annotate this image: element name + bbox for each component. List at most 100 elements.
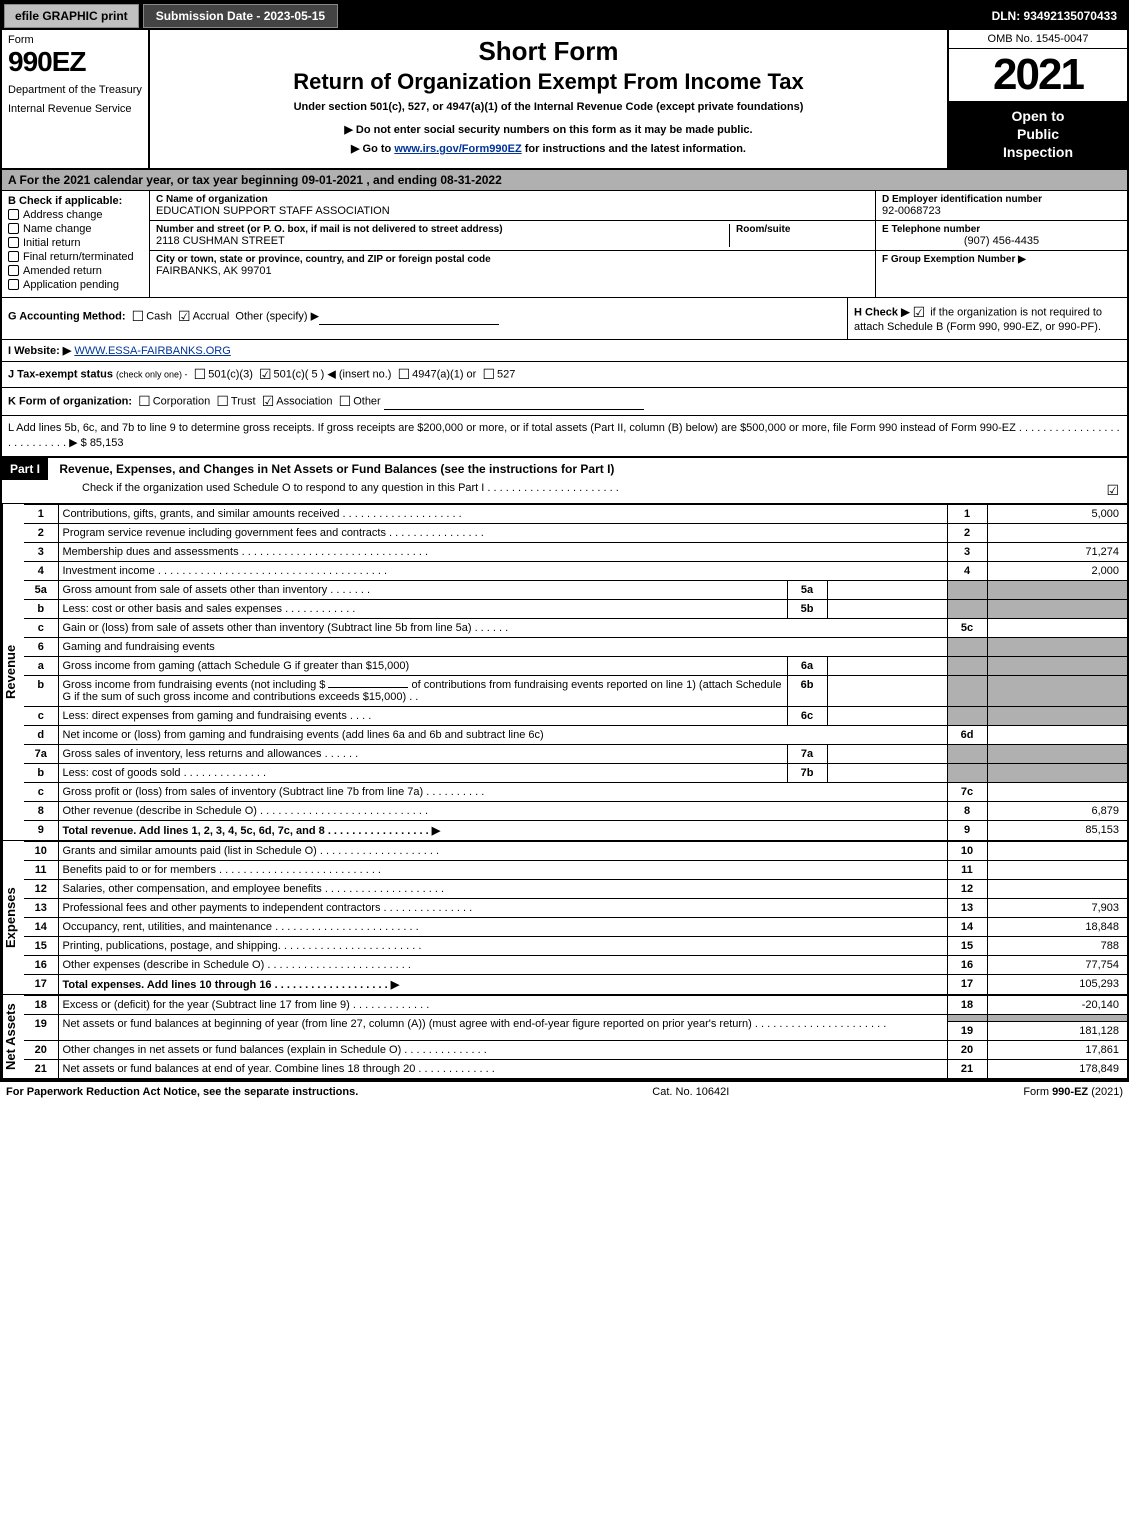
- line-right-num: 14: [947, 918, 987, 937]
- line-desc: Printing, publications, postage, and shi…: [58, 937, 947, 956]
- chk-h[interactable]: [913, 304, 928, 320]
- line-num: 21: [24, 1060, 58, 1079]
- table-row: 14Occupancy, rent, utilities, and mainte…: [24, 918, 1127, 937]
- table-row: bLess: cost of goods sold . . . . . . . …: [24, 764, 1127, 783]
- line-num: 4: [24, 562, 58, 581]
- efile-print-button[interactable]: efile GRAPHIC print: [4, 4, 139, 28]
- line-value: 5,000: [987, 505, 1127, 524]
- line-value: -20,140: [987, 996, 1127, 1015]
- chk-name-change[interactable]: Name change: [8, 223, 143, 235]
- line-desc: Gross sales of inventory, less returns a…: [58, 745, 787, 764]
- do-not-ssn: ▶ Do not enter social security numbers o…: [162, 123, 935, 136]
- chk-other-org[interactable]: [339, 393, 354, 409]
- irs-link[interactable]: www.irs.gov/Form990EZ: [394, 143, 521, 155]
- line-desc: Program service revenue including govern…: [58, 524, 947, 543]
- line-desc: Other revenue (describe in Schedule O) .…: [58, 802, 947, 821]
- table-row: 10Grants and similar amounts paid (list …: [24, 842, 1127, 861]
- line-value: [987, 880, 1127, 899]
- chk-corporation[interactable]: [138, 393, 153, 409]
- i-label: I Website: ▶: [8, 345, 71, 357]
- line-desc: Total revenue. Add lines 1, 2, 3, 4, 5c,…: [58, 821, 947, 841]
- line-value: 788: [987, 937, 1127, 956]
- goto-line: ▶ Go to www.irs.gov/Form990EZ for instru…: [162, 142, 935, 155]
- k-o1: Corporation: [153, 395, 210, 407]
- submission-date-label: Submission Date - 2023-05-15: [143, 4, 338, 28]
- chk-final-return[interactable]: Final return/terminated: [8, 251, 143, 263]
- chk-527[interactable]: [482, 366, 497, 382]
- table-row: 7aGross sales of inventory, less returns…: [24, 745, 1127, 764]
- line-a-calendar-year: A For the 2021 calendar year, or tax yea…: [2, 170, 1127, 191]
- table-row: 18Excess or (deficit) for the year (Subt…: [24, 996, 1127, 1015]
- table-row: 12Salaries, other compensation, and empl…: [24, 880, 1127, 899]
- cash-label: Cash: [146, 310, 172, 322]
- website-link[interactable]: WWW.ESSA-FAIRBANKS.ORG: [74, 345, 230, 357]
- line-desc: Gross income from fundraising events (no…: [58, 676, 787, 707]
- line-num: 10: [24, 842, 58, 861]
- chk-cash[interactable]: [132, 308, 147, 324]
- line-desc: Other expenses (describe in Schedule O) …: [58, 956, 947, 975]
- chk-501c3[interactable]: [194, 366, 209, 382]
- city-row: City or town, state or province, country…: [150, 251, 875, 280]
- line-num: a: [24, 657, 58, 676]
- table-row: cGain or (loss) from sale of assets othe…: [24, 619, 1127, 638]
- part1-sub: Check if the organization used Schedule …: [2, 480, 1127, 503]
- line-desc: Investment income . . . . . . . . . . . …: [58, 562, 947, 581]
- chk-amended-return[interactable]: Amended return: [8, 265, 143, 277]
- open-to-public: Open to Public Inspection: [949, 101, 1127, 168]
- header-left: Form 990EZ Department of the Treasury In…: [2, 30, 150, 168]
- chk-501c[interactable]: [259, 366, 274, 382]
- line-right-num: 19: [947, 1022, 987, 1041]
- chk-schedule-o[interactable]: [1106, 482, 1121, 499]
- grey-cell: [987, 638, 1127, 657]
- line-num: 3: [24, 543, 58, 562]
- name-label: C Name of organization: [156, 194, 869, 205]
- sub-val: [827, 764, 947, 783]
- grey-cell: [987, 745, 1127, 764]
- city-value: FAIRBANKS, AK 99701: [156, 265, 869, 277]
- line-num: 19: [24, 1015, 58, 1041]
- section-g: G Accounting Method: Cash Accrual Other …: [2, 298, 847, 339]
- chk-initial-return[interactable]: Initial return: [8, 237, 143, 249]
- desc-part1: Gross income from fundraising events (no…: [63, 679, 326, 691]
- line-desc: Grants and similar amounts paid (list in…: [58, 842, 947, 861]
- chk-association[interactable]: [262, 393, 277, 409]
- g-h-row: G Accounting Method: Cash Accrual Other …: [2, 298, 1127, 340]
- line-right-num: 4: [947, 562, 987, 581]
- line-desc: Membership dues and assessments . . . . …: [58, 543, 947, 562]
- line-right-num: 20: [947, 1041, 987, 1060]
- part1-label: Part I: [2, 458, 48, 480]
- chk-label: Initial return: [23, 237, 80, 249]
- line-num: 6: [24, 638, 58, 657]
- line-num: b: [24, 764, 58, 783]
- line-right-num: 12: [947, 880, 987, 899]
- grey-cell: [947, 1015, 987, 1022]
- table-row: 2Program service revenue including gover…: [24, 524, 1127, 543]
- table-row: 17Total expenses. Add lines 10 through 1…: [24, 975, 1127, 995]
- table-row: 16Other expenses (describe in Schedule O…: [24, 956, 1127, 975]
- table-row: aGross income from gaming (attach Schedu…: [24, 657, 1127, 676]
- grey-cell: [947, 707, 987, 726]
- checkbox-icon: [8, 209, 19, 220]
- chk-application-pending[interactable]: Application pending: [8, 279, 143, 291]
- section-i: I Website: ▶ WWW.ESSA-FAIRBANKS.ORG: [2, 340, 1127, 362]
- line-right-num: 3: [947, 543, 987, 562]
- line-value: [987, 619, 1127, 638]
- sub-val: [827, 745, 947, 764]
- line-num: 16: [24, 956, 58, 975]
- open-line3: Inspection: [953, 143, 1123, 161]
- top-bar: efile GRAPHIC print Submission Date - 20…: [2, 2, 1127, 30]
- line-value: 105,293: [987, 975, 1127, 995]
- chk-trust[interactable]: [216, 393, 231, 409]
- line-num: 11: [24, 861, 58, 880]
- sub-val: [827, 676, 947, 707]
- k-other-line: [384, 396, 644, 410]
- chk-accrual[interactable]: [178, 308, 193, 324]
- b-header: B Check if applicable:: [8, 195, 143, 207]
- j-o2: 501(c)( 5 ) ◀ (insert no.): [274, 368, 392, 380]
- line-value: [987, 861, 1127, 880]
- org-name-row: C Name of organization EDUCATION SUPPORT…: [150, 191, 875, 221]
- chk-address-change[interactable]: Address change: [8, 209, 143, 221]
- chk-4947[interactable]: [398, 366, 413, 382]
- chk-label: Final return/terminated: [23, 251, 134, 263]
- part1-title-row: Part I Revenue, Expenses, and Changes in…: [2, 458, 1127, 504]
